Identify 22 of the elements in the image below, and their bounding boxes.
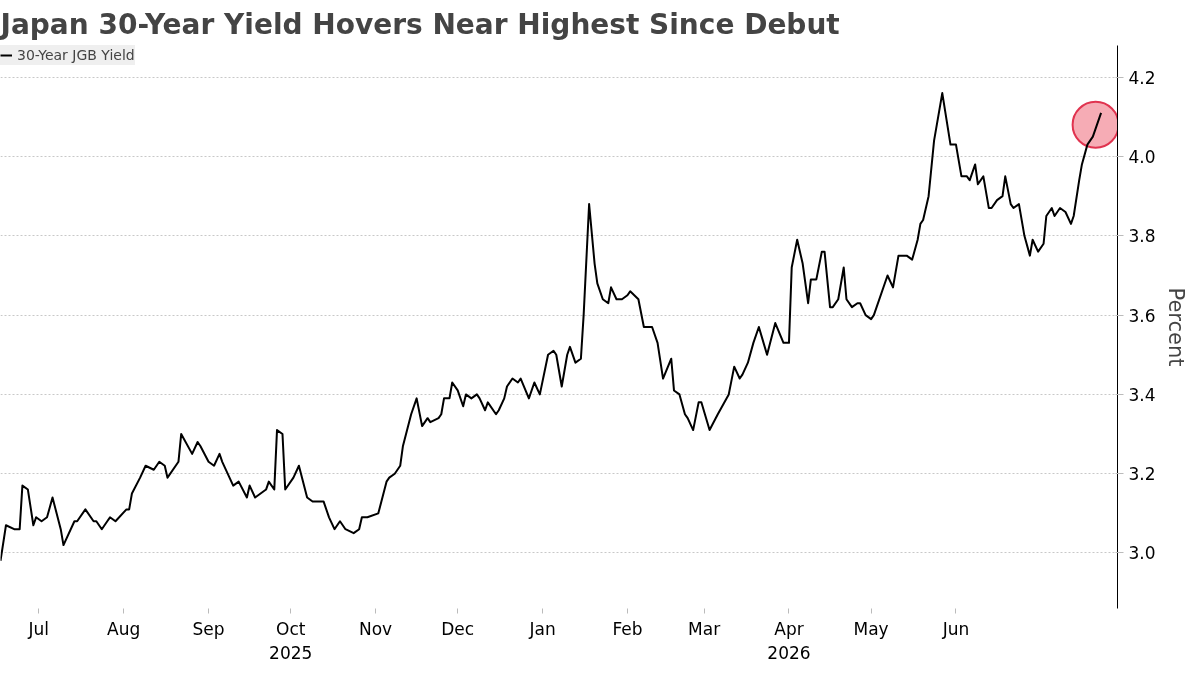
y-tick-label: 3.2: [1128, 464, 1156, 485]
x-tick-label: Dec: [441, 618, 475, 639]
y-tick-label: 3.4: [1128, 384, 1156, 405]
x-tick-label: Feb: [612, 618, 643, 639]
x-tick-label: Aug: [107, 618, 141, 639]
legend-label: 30-Year JGB Yield: [17, 47, 135, 63]
line-series: [0, 92, 1103, 562]
x-tick-label: Sep: [192, 618, 225, 639]
x-tick-label: Apr 2026: [767, 618, 811, 663]
x-tick-label: Nov: [358, 618, 393, 639]
x-tick-label: Jul: [27, 618, 50, 639]
x-tick-label: Oct 2025: [269, 618, 313, 663]
y-tick-label: 3.0: [1128, 543, 1156, 564]
x-tick-label: May: [853, 618, 889, 639]
y-tick-label: 3.6: [1128, 305, 1156, 326]
y-axis-title: Percent: [1163, 287, 1188, 367]
x-tick-label: Jun: [941, 618, 970, 639]
y-tick-label: 4.2: [1128, 67, 1156, 88]
y-tick-label: 3.8: [1128, 226, 1156, 247]
x-tick-label: Jan: [528, 618, 556, 639]
y-tick-label: 4.0: [1128, 147, 1156, 168]
x-tick-label: Mar: [688, 618, 721, 639]
